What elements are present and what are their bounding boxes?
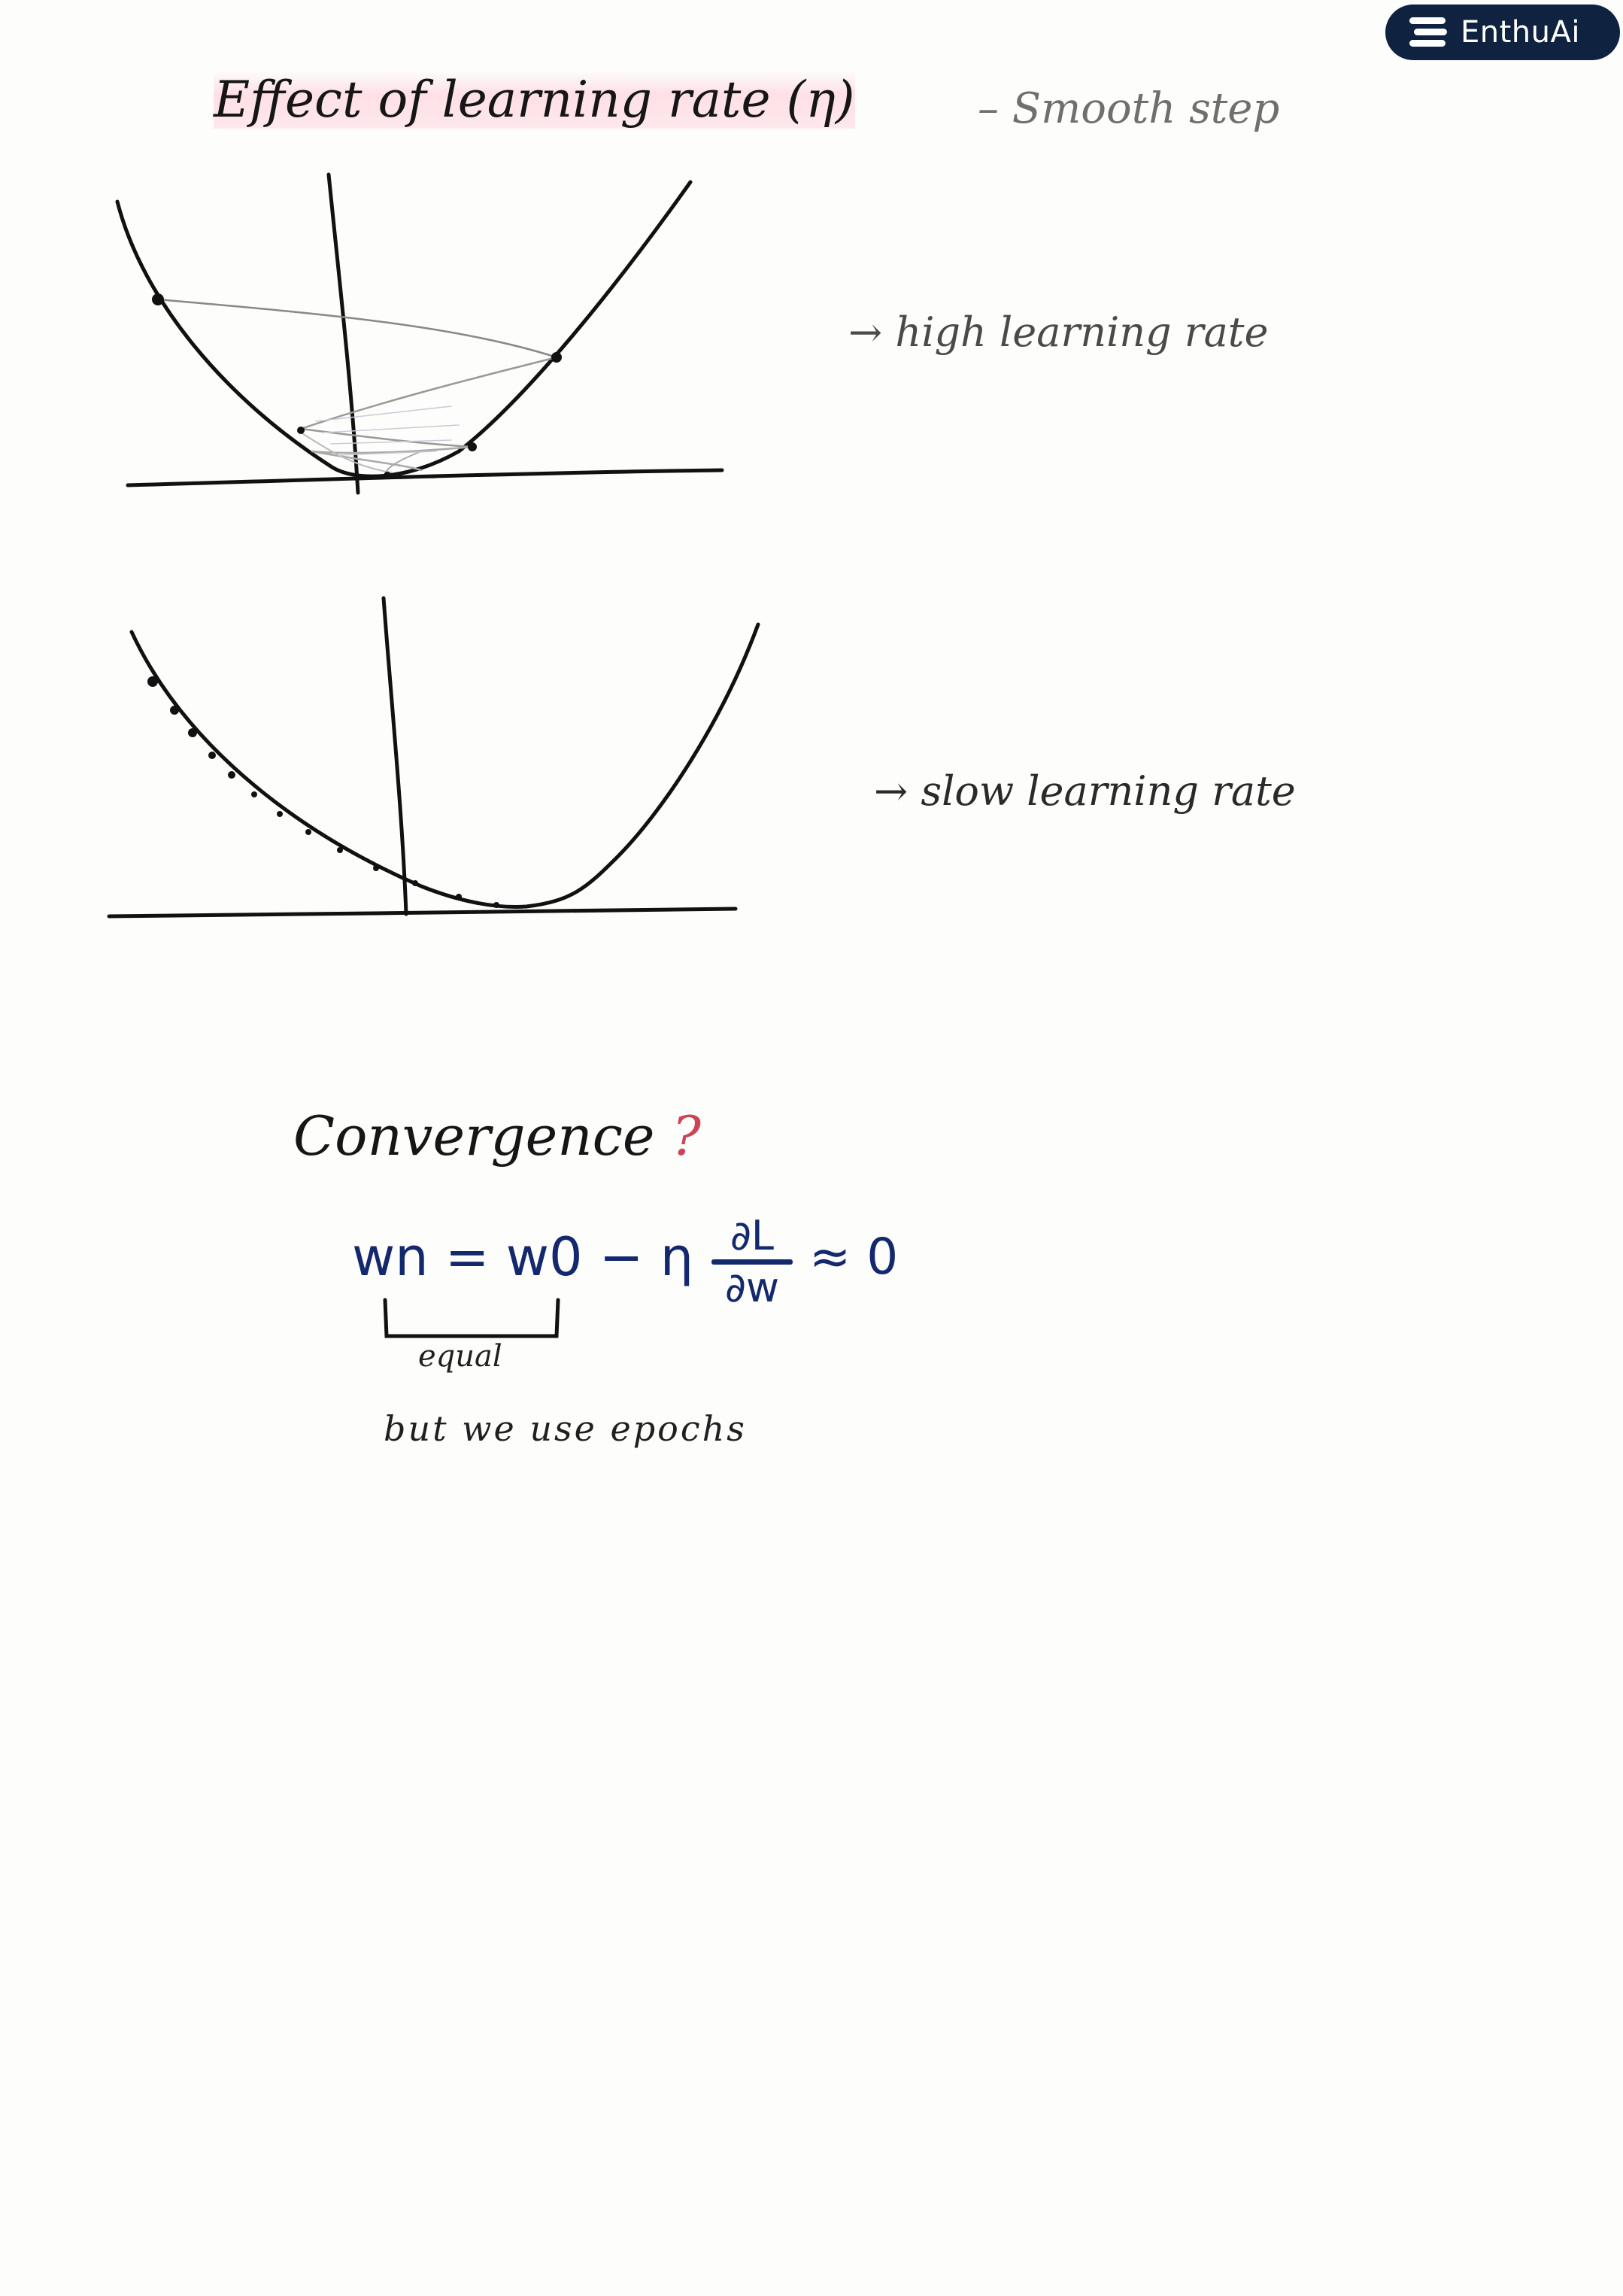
brand-name: EnthuAi — [1461, 15, 1580, 50]
derivative-numerator: ∂L — [730, 1212, 774, 1259]
graph2-point — [170, 706, 179, 715]
equal-bracket — [383, 1298, 560, 1338]
graph2-point — [305, 829, 311, 835]
graph1-step-4 — [311, 445, 474, 454]
partial-derivative: ∂L ∂w — [707, 1214, 797, 1310]
graph2-point — [456, 894, 462, 900]
title-text: Effect of learning rate ( — [214, 71, 806, 129]
approx-zero: ≈ 0 — [809, 1228, 899, 1286]
graph2-curve — [129, 622, 760, 909]
graph1-point — [468, 442, 477, 451]
convergence-title: Convergence — [293, 1104, 655, 1168]
graph-slow-learning-rate — [107, 596, 760, 919]
epochs-note: but we use epochs — [384, 1408, 747, 1449]
graph2-point — [228, 771, 235, 779]
update-formula: wn = w0 − η — [352, 1226, 694, 1288]
brand-badge[interactable]: EnthuAi — [1385, 5, 1620, 60]
graph2-point — [493, 902, 499, 908]
fraction-bar — [711, 1259, 793, 1265]
high-learning-rate-label: → high learning rate — [848, 308, 1269, 356]
graph1-start-point — [152, 293, 164, 305]
graph1-point — [384, 472, 391, 479]
graph1-step-6 — [300, 432, 392, 473]
graph1-y-axis — [326, 172, 360, 495]
graph2-point — [373, 865, 379, 871]
eta-symbol: η — [805, 71, 836, 129]
graph1-point — [551, 352, 562, 363]
graph1-step-3 — [299, 427, 474, 448]
convergence-heading: Convergence ? — [293, 1104, 701, 1168]
derivative-denominator: ∂w — [724, 1264, 780, 1311]
graph2-point — [208, 752, 216, 759]
graph1-curve — [115, 180, 693, 478]
subtitle: – Smooth step — [978, 84, 1280, 133]
slow-learning-rate-label: → slow learning rate — [874, 767, 1296, 815]
graph1-step-2 — [299, 356, 558, 430]
equal-label: equal — [418, 1339, 502, 1374]
graph1-step-5 — [311, 450, 423, 472]
graph2-point — [412, 880, 418, 886]
question-mark: ? — [672, 1104, 702, 1168]
graph1-x-axis — [126, 468, 724, 487]
graph2-x-axis — [107, 907, 738, 919]
graph2-point — [277, 811, 283, 817]
graph2-point — [337, 847, 343, 853]
title-close-paren: ) — [835, 71, 855, 129]
stack-logo-icon — [1409, 17, 1447, 47]
graph2-point — [188, 728, 197, 737]
graph1-point — [297, 427, 305, 434]
graph-high-learning-rate — [115, 172, 724, 495]
graph1-step-1 — [156, 298, 558, 359]
graph2-point — [147, 676, 158, 687]
graph1-shading — [315, 405, 460, 456]
page-title: Effect of learning rate (η) — [214, 71, 855, 129]
graph2-point — [251, 791, 257, 797]
graph2-y-axis — [381, 596, 408, 916]
